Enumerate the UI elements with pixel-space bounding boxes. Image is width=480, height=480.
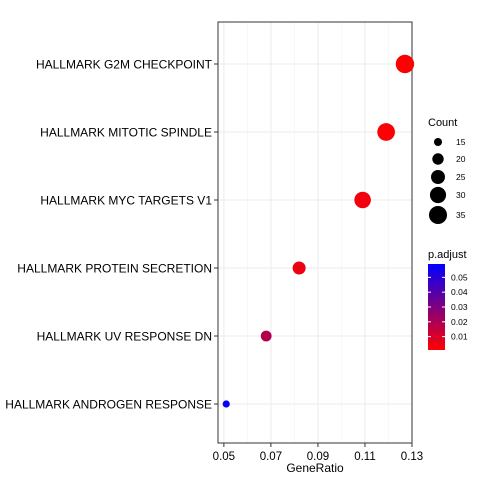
p-adjust-legend-label: 0.03 [451, 302, 468, 312]
category-label: HALLMARK G2M CHECKPOINT [36, 58, 213, 72]
category-label: HALLMARK MITOTIC SPINDLE [40, 126, 212, 140]
count-legend-label: 20 [456, 154, 466, 164]
x-tick-label: 0.05 [213, 451, 235, 463]
category-labels: HALLMARK G2M CHECKPOINT HALLMARK MITOTIC … [5, 58, 212, 412]
p-adjust-colorbar [428, 264, 445, 350]
p-adjust-legend-title: p.adjust [428, 249, 467, 261]
x-axis-ticks: 0.05 0.07 0.09 0.11 0.13 [213, 443, 423, 463]
count-legend-label: 30 [456, 190, 466, 200]
p-adjust-legend-label: 0.02 [451, 317, 468, 327]
count-legend-title: Count [428, 117, 457, 129]
y-axis-ticks [214, 63, 218, 405]
data-point [377, 123, 395, 141]
category-label: HALLMARK ANDROGEN RESPONSE [5, 398, 212, 412]
count-legend-label: 35 [456, 210, 466, 220]
p-adjust-legend-label: 0.01 [451, 332, 468, 342]
p-adjust-legend: p.adjust 0.05 0.04 0.03 0.02 0.01 [428, 249, 468, 350]
category-label: HALLMARK UV RESPONSE DN [37, 330, 212, 344]
data-point [395, 54, 415, 74]
data-points [222, 54, 415, 408]
category-label: HALLMARK PROTEIN SECRETION [17, 262, 212, 276]
count-legend-label: 15 [456, 137, 466, 147]
count-legend-label: 25 [456, 172, 466, 182]
category-label: HALLMARK MYC TARGETS V1 [40, 194, 212, 208]
x-tick-label: 0.11 [354, 451, 376, 463]
grid-lines [218, 22, 413, 443]
count-legend-key [429, 186, 447, 204]
p-adjust-legend-label: 0.04 [451, 287, 468, 297]
x-tick-label: 0.09 [307, 451, 329, 463]
data-point [260, 330, 272, 342]
count-legend-key [433, 137, 443, 147]
data-point [292, 261, 306, 275]
p-adjust-legend-label: 0.05 [451, 272, 468, 282]
count-legend-key [428, 205, 448, 225]
x-tick-label: 0.07 [260, 451, 282, 463]
count-legend: Count 15 20 25 30 35 [428, 117, 466, 225]
data-point [354, 191, 371, 209]
x-axis-title: GeneRatio [286, 461, 344, 475]
count-legend-key [431, 170, 445, 184]
plot-panel-border [217, 21, 413, 444]
count-legend-key [432, 153, 444, 165]
x-tick-label: 0.13 [401, 451, 423, 463]
data-point [222, 400, 230, 408]
